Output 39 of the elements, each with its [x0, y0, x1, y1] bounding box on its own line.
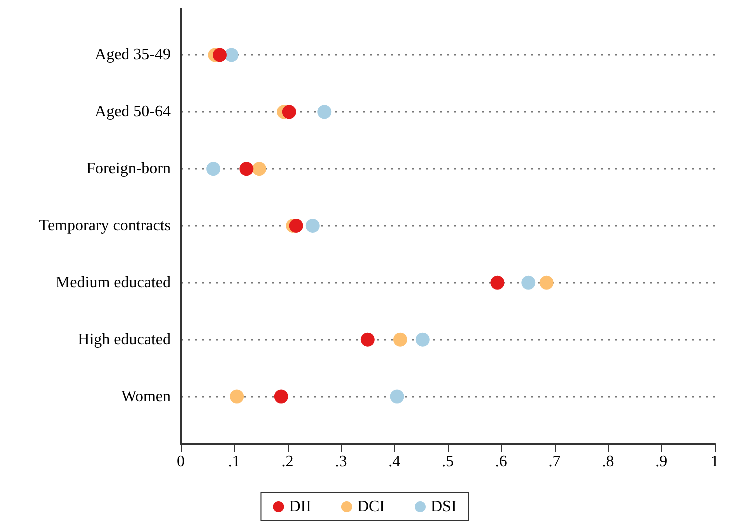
- point: [212, 48, 227, 62]
- point: [522, 276, 536, 290]
- point: [490, 276, 505, 290]
- x-tick-label: .8: [602, 454, 614, 470]
- point: [393, 332, 408, 347]
- point: [224, 48, 239, 62]
- x-tick-label: 1: [711, 454, 719, 470]
- x-tick-label: .4: [388, 454, 401, 470]
- point: [360, 332, 375, 347]
- point: [289, 219, 304, 233]
- x-tick-label: .3: [335, 454, 348, 470]
- y-tick-label: Medium educated: [56, 274, 171, 292]
- x-tick-label: .1: [228, 454, 240, 470]
- point: [318, 105, 332, 120]
- legend-label: DCI: [357, 498, 385, 516]
- y-tick-label: High educated: [78, 331, 171, 348]
- point: [390, 390, 404, 404]
- point: [206, 162, 221, 176]
- y-tick-label: Women: [122, 388, 171, 406]
- point: [230, 390, 244, 404]
- point: [274, 390, 288, 404]
- y-tick-label: Temporary contracts: [39, 218, 171, 234]
- x-tick-label: 0: [177, 454, 185, 470]
- x-tick-label: .5: [442, 454, 454, 470]
- point: [240, 162, 254, 176]
- legend-label: DII: [289, 498, 312, 516]
- point: [252, 162, 266, 176]
- legend-label: DSI: [430, 498, 457, 516]
- point: [416, 332, 430, 347]
- y-tick-label: Foreign-born: [86, 160, 171, 178]
- y-tick-label: Aged 35-49: [95, 46, 171, 64]
- x-tick-label: .9: [656, 454, 668, 470]
- point: [540, 276, 554, 290]
- x-tick-label: .2: [282, 454, 294, 470]
- y-tick-label: Aged 50-64: [95, 104, 171, 121]
- x-tick-label: .6: [495, 454, 508, 470]
- x-tick-label: .7: [548, 454, 561, 470]
- point: [282, 105, 296, 120]
- point: [306, 219, 320, 233]
